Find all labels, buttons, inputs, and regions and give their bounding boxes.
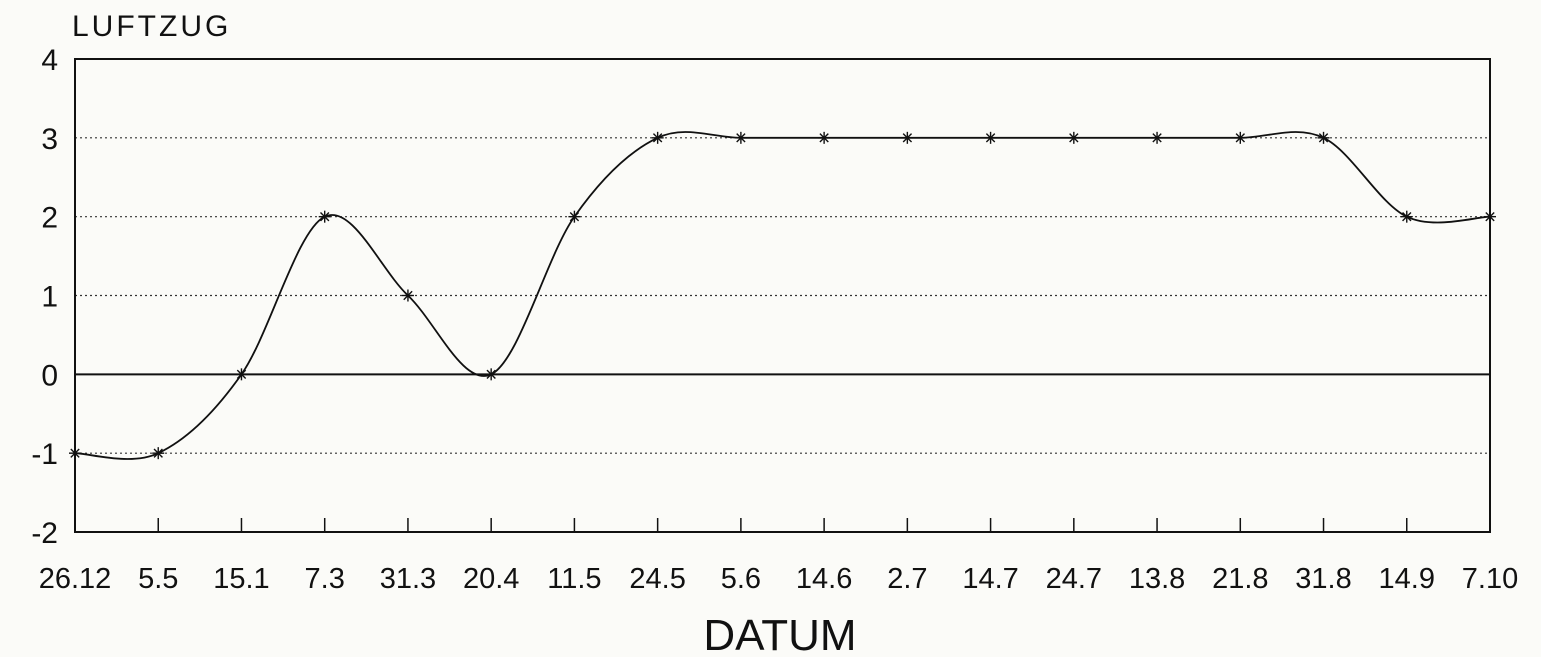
y-tick-label: 2 bbox=[41, 202, 58, 235]
x-tick-label: 7.10 bbox=[1462, 563, 1518, 595]
y-tick-label: 4 bbox=[41, 44, 58, 77]
data-point-marker bbox=[401, 289, 414, 302]
data-point-marker bbox=[734, 131, 747, 144]
x-tick-label: 2.7 bbox=[887, 563, 927, 595]
x-tick-label: 20.4 bbox=[463, 563, 519, 595]
data-point-marker bbox=[1067, 131, 1080, 144]
x-tick-label: 7.3 bbox=[305, 563, 345, 595]
y-tick-label: 1 bbox=[41, 281, 58, 314]
data-point-marker bbox=[1234, 131, 1247, 144]
x-tick-label: 24.5 bbox=[629, 563, 685, 595]
x-tick-label: 24.7 bbox=[1046, 563, 1102, 595]
x-tick-label: 11.5 bbox=[547, 563, 601, 595]
y-tick-label: 3 bbox=[41, 123, 58, 156]
x-tick-label: 14.9 bbox=[1379, 563, 1435, 595]
y-tick-label: -2 bbox=[31, 517, 58, 550]
x-tick-label: 26.12 bbox=[39, 563, 112, 595]
x-tick-label: 31.3 bbox=[380, 563, 436, 595]
data-point-marker bbox=[1400, 210, 1413, 223]
smoothed-series-line bbox=[74, 131, 1491, 460]
data-point-marker bbox=[318, 210, 331, 223]
data-point-marker bbox=[901, 131, 914, 144]
data-point-marker bbox=[818, 131, 831, 144]
data-point-marker bbox=[69, 447, 81, 460]
y-axis-title: LUFTZUG bbox=[72, 10, 231, 43]
x-axis-ticks: 26.12 5.5 15.1 7.3 31.3 20.4 11.5 24.5 5.6 14.6 2.… bbox=[39, 518, 1518, 595]
plot-frame bbox=[74, 58, 1491, 533]
x-tick-label: 15.1 bbox=[213, 563, 269, 595]
x-tick-label: 31.8 bbox=[1295, 563, 1351, 595]
data-point-marker bbox=[568, 210, 581, 223]
y-tick-label: -1 bbox=[31, 438, 58, 471]
x-tick-label: 13.8 bbox=[1129, 563, 1185, 595]
data-point-marker bbox=[1484, 210, 1496, 223]
y-axis-ticks: -2 -1 0 1 2 3 4 bbox=[31, 44, 58, 550]
x-tick-label: 5.5 bbox=[138, 563, 178, 595]
data-point-marker bbox=[1317, 131, 1330, 144]
data-point-marker bbox=[651, 131, 664, 144]
data-point-marker bbox=[984, 131, 997, 144]
data-point-marker bbox=[1151, 131, 1164, 144]
x-tick-label: 5.6 bbox=[721, 563, 761, 595]
x-tick-label: 21.8 bbox=[1212, 563, 1268, 595]
data-point-marker bbox=[235, 368, 248, 381]
gridlines bbox=[75, 137, 1490, 454]
y-tick-label: 0 bbox=[41, 359, 58, 392]
x-tick-label: 14.7 bbox=[962, 563, 1018, 595]
data-point-marker bbox=[485, 368, 498, 381]
x-tick-label: 14.6 bbox=[796, 563, 852, 595]
data-points bbox=[69, 131, 1496, 460]
x-axis-title: DATUM bbox=[703, 611, 856, 657]
data-point-marker bbox=[152, 447, 165, 460]
